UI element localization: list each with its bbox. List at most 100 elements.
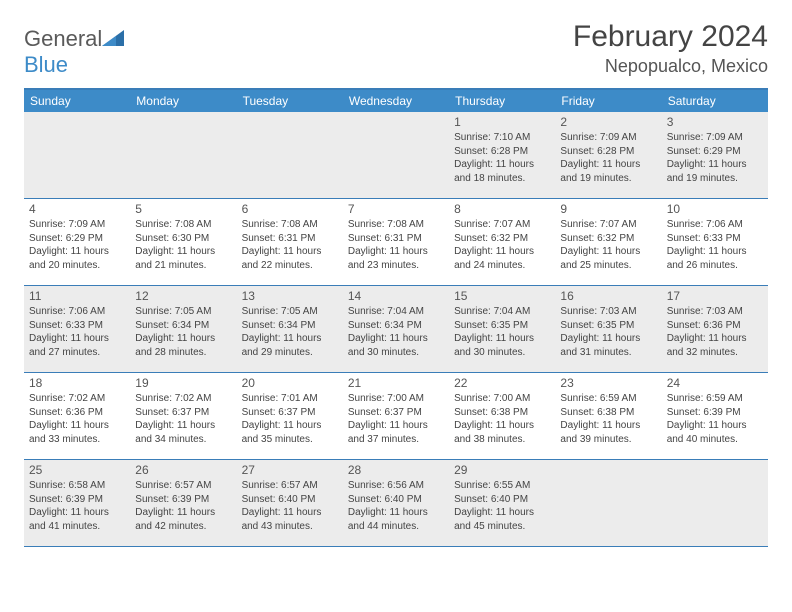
day-info: Sunrise: 6:56 AMSunset: 6:40 PMDaylight:… — [348, 479, 444, 533]
day-info: Sunrise: 7:08 AMSunset: 6:31 PMDaylight:… — [348, 218, 444, 272]
sunrise-text: Sunrise: 7:04 AM — [348, 305, 444, 319]
day-cell: 25 Sunrise: 6:58 AMSunset: 6:39 PMDayligh… — [24, 460, 130, 546]
brand-text-2: Blue — [24, 52, 68, 77]
sunset-text: Sunset: 6:30 PM — [135, 232, 231, 246]
day-cell: 1 Sunrise: 7:10 AMSunset: 6:28 PMDaylight… — [449, 112, 555, 198]
sunrise-text: Sunrise: 7:07 AM — [560, 218, 656, 232]
sunrise-text: Sunrise: 7:00 AM — [454, 392, 550, 406]
sunrise-text: Sunrise: 6:57 AM — [135, 479, 231, 493]
daylight-text: Daylight: 11 hours and 18 minutes. — [454, 158, 550, 185]
day-number: 6 — [242, 202, 338, 216]
day-number: 15 — [454, 289, 550, 303]
sunrise-text: Sunrise: 7:02 AM — [135, 392, 231, 406]
sunset-text: Sunset: 6:35 PM — [454, 319, 550, 333]
daylight-text: Daylight: 11 hours and 33 minutes. — [29, 419, 125, 446]
sunset-text: Sunset: 6:32 PM — [560, 232, 656, 246]
day-info: Sunrise: 6:59 AMSunset: 6:38 PMDaylight:… — [560, 392, 656, 446]
day-number: 28 — [348, 463, 444, 477]
day-number: 4 — [29, 202, 125, 216]
day-cell: 18Sunrise: 7:02 AMSunset: 6:36 PMDayligh… — [24, 373, 130, 459]
sunrise-text: Sunrise: 7:06 AM — [29, 305, 125, 319]
day-info: Sunrise: 7:07 AMSunset: 6:32 PMDaylight:… — [560, 218, 656, 272]
brand-logo: GeneralBlue — [24, 20, 124, 78]
sunrise-text: Sunrise: 7:03 AM — [667, 305, 763, 319]
day-number: 14 — [348, 289, 444, 303]
day-info: Sunrise: 7:05 AMSunset: 6:34 PMDaylight:… — [242, 305, 338, 359]
day-number: 16 — [560, 289, 656, 303]
day-number: 24 — [667, 376, 763, 390]
daylight-text: Daylight: 11 hours and 34 minutes. — [135, 419, 231, 446]
sunset-text: Sunset: 6:34 PM — [242, 319, 338, 333]
day-cell: 10Sunrise: 7:06 AMSunset: 6:33 PMDayligh… — [662, 199, 768, 285]
day-number: 22 — [454, 376, 550, 390]
day-number: 25 — [29, 463, 125, 477]
day-cell: 12Sunrise: 7:05 AMSunset: 6:34 PMDayligh… — [130, 286, 236, 372]
brand-triangle-icon — [102, 30, 124, 46]
day-number: 23 — [560, 376, 656, 390]
sunset-text: Sunset: 6:31 PM — [348, 232, 444, 246]
week-row: 11Sunrise: 7:06 AMSunset: 6:33 PMDayligh… — [24, 286, 768, 373]
day-number: 2 — [560, 115, 656, 129]
day-info: Sunrise: 7:03 AMSunset: 6:36 PMDaylight:… — [667, 305, 763, 359]
day-cell: 14 Sunrise: 7:04 AMSunset: 6:34 PMDayligh… — [343, 286, 449, 372]
sunset-text: Sunset: 6:36 PM — [29, 406, 125, 420]
sunset-text: Sunset: 6:38 PM — [454, 406, 550, 420]
sunset-text: Sunset: 6:40 PM — [242, 493, 338, 507]
day-number: 3 — [667, 115, 763, 129]
daylight-text: Daylight: 11 hours and 19 minutes. — [667, 158, 763, 185]
sunset-text: Sunset: 6:31 PM — [242, 232, 338, 246]
sunrise-text: Sunrise: 7:08 AM — [135, 218, 231, 232]
week-row: 1 Sunrise: 7:10 AMSunset: 6:28 PMDaylight… — [24, 112, 768, 199]
day-info: Sunrise: 7:10 AMSunset: 6:28 PMDaylight:… — [454, 131, 550, 185]
daylight-text: Daylight: 11 hours and 31 minutes. — [560, 332, 656, 359]
day-cell: 7 Sunrise: 7:08 AMSunset: 6:31 PMDaylight… — [343, 199, 449, 285]
day-cell: 9 Sunrise: 7:07 AMSunset: 6:32 PMDaylight… — [555, 199, 661, 285]
day-cell — [555, 460, 661, 546]
sunset-text: Sunset: 6:39 PM — [135, 493, 231, 507]
day-info: Sunrise: 6:58 AMSunset: 6:39 PMDaylight:… — [29, 479, 125, 533]
sunrise-text: Sunrise: 7:09 AM — [560, 131, 656, 145]
day-cell: 15Sunrise: 7:04 AMSunset: 6:35 PMDayligh… — [449, 286, 555, 372]
day-header-sunday: Sunday — [24, 90, 130, 112]
day-cell: 21Sunrise: 7:00 AMSunset: 6:37 PMDayligh… — [343, 373, 449, 459]
sunrise-text: Sunrise: 7:00 AM — [348, 392, 444, 406]
sunset-text: Sunset: 6:40 PM — [454, 493, 550, 507]
page-header: GeneralBlue February 2024 Nepopualco, Me… — [24, 20, 768, 78]
day-cell: 16Sunrise: 7:03 AMSunset: 6:35 PMDayligh… — [555, 286, 661, 372]
sunrise-text: Sunrise: 7:05 AM — [135, 305, 231, 319]
sunset-text: Sunset: 6:32 PM — [454, 232, 550, 246]
day-info: Sunrise: 7:09 AMSunset: 6:29 PMDaylight:… — [29, 218, 125, 272]
day-number: 9 — [560, 202, 656, 216]
day-info: Sunrise: 7:00 AMSunset: 6:38 PMDaylight:… — [454, 392, 550, 446]
day-number: 7 — [348, 202, 444, 216]
daylight-text: Daylight: 11 hours and 30 minutes. — [348, 332, 444, 359]
day-cell: 17Sunrise: 7:03 AMSunset: 6:36 PMDayligh… — [662, 286, 768, 372]
day-info: Sunrise: 7:04 AMSunset: 6:34 PMDaylight:… — [348, 305, 444, 359]
calendar-page: GeneralBlue February 2024 Nepopualco, Me… — [0, 0, 792, 567]
sunset-text: Sunset: 6:28 PM — [454, 145, 550, 159]
sunset-text: Sunset: 6:37 PM — [242, 406, 338, 420]
day-cell — [237, 112, 343, 198]
day-cell: 19Sunrise: 7:02 AMSunset: 6:37 PMDayligh… — [130, 373, 236, 459]
day-number: 21 — [348, 376, 444, 390]
sunrise-text: Sunrise: 6:56 AM — [348, 479, 444, 493]
daylight-text: Daylight: 11 hours and 30 minutes. — [454, 332, 550, 359]
sunset-text: Sunset: 6:29 PM — [667, 145, 763, 159]
daylight-text: Daylight: 11 hours and 26 minutes. — [667, 245, 763, 272]
daylight-text: Daylight: 11 hours and 20 minutes. — [29, 245, 125, 272]
daylight-text: Daylight: 11 hours and 21 minutes. — [135, 245, 231, 272]
sunset-text: Sunset: 6:39 PM — [667, 406, 763, 420]
sunrise-text: Sunrise: 7:03 AM — [560, 305, 656, 319]
day-info: Sunrise: 7:05 AMSunset: 6:34 PMDaylight:… — [135, 305, 231, 359]
day-cell — [662, 460, 768, 546]
sunset-text: Sunset: 6:37 PM — [135, 406, 231, 420]
sunset-text: Sunset: 6:38 PM — [560, 406, 656, 420]
day-cell — [24, 112, 130, 198]
sunset-text: Sunset: 6:33 PM — [667, 232, 763, 246]
daylight-text: Daylight: 11 hours and 19 minutes. — [560, 158, 656, 185]
day-number: 1 — [454, 115, 550, 129]
day-cell: 24Sunrise: 6:59 AMSunset: 6:39 PMDayligh… — [662, 373, 768, 459]
daylight-text: Daylight: 11 hours and 29 minutes. — [242, 332, 338, 359]
sunset-text: Sunset: 6:36 PM — [667, 319, 763, 333]
daylight-text: Daylight: 11 hours and 41 minutes. — [29, 506, 125, 533]
